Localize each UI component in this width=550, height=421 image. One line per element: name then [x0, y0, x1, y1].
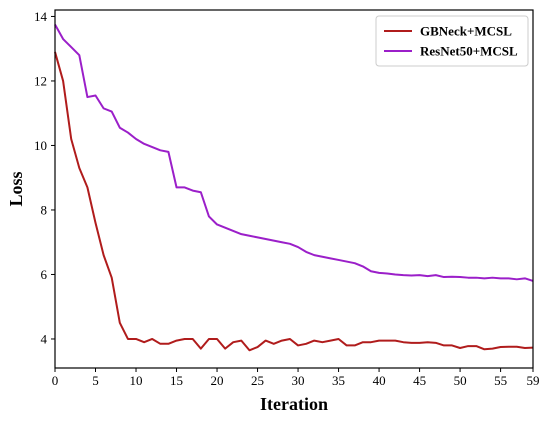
y-tick-label: 10	[34, 138, 47, 153]
legend: GBNeck+MCSL ResNet50+MCSL	[375, 15, 529, 67]
x-tick-label: 25	[251, 373, 264, 388]
legend-label-gbneck: GBNeck+MCSL	[420, 24, 512, 39]
legend-label-resnet50: ResNet50+MCSL	[420, 44, 518, 59]
series-layer	[54, 24, 534, 352]
series-line-resnet50	[54, 24, 534, 282]
x-tick-label: 45	[413, 373, 426, 388]
legend-box	[375, 15, 529, 67]
x-tick-label: 55	[494, 373, 507, 388]
x-tick-label: 35	[332, 373, 345, 388]
y-tick-label: 8	[41, 202, 48, 217]
x-tick-label: 10	[130, 373, 143, 388]
y-tick-label: 12	[34, 73, 47, 88]
y-tick-label: 14	[34, 9, 48, 24]
y-axis-ticks: 4 6 8 10 12 14	[34, 9, 55, 346]
x-tick-label: 50	[454, 373, 467, 388]
x-tick-label: 0	[52, 373, 59, 388]
x-tick-label: 15	[170, 373, 183, 388]
y-axis-title: Loss	[6, 171, 26, 206]
y-tick-label: 4	[41, 331, 48, 346]
series-line-gbneck	[54, 51, 534, 352]
x-tick-label: 40	[373, 373, 386, 388]
x-axis-title: Iteration	[260, 394, 328, 414]
x-axis-ticks: 0 5 10 15 20 25 30 35 40 45 50 55 59	[52, 368, 540, 388]
y-tick-label: 6	[41, 267, 48, 282]
x-tick-label: 20	[211, 373, 224, 388]
x-tick-label: 5	[92, 373, 99, 388]
plot-area-frame	[54, 9, 534, 369]
x-tick-label: 30	[292, 373, 305, 388]
x-tick-label: 59	[527, 373, 540, 388]
